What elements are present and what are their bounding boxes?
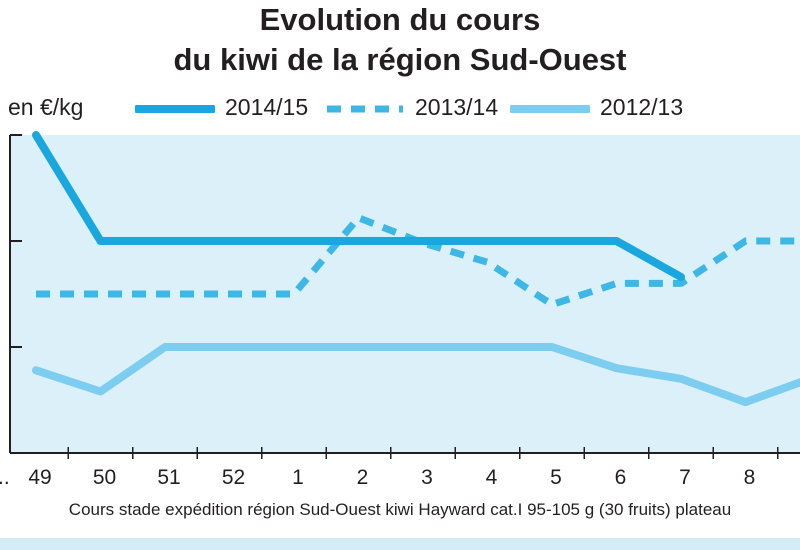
x-tick-label-fragment: ..: [0, 466, 10, 489]
legend-swatch-2012-13: [510, 105, 590, 113]
x-tick-label: 6: [615, 466, 627, 489]
x-tick-label: 51: [157, 466, 180, 489]
x-tick-label: 8: [744, 466, 756, 489]
x-tick-label: 50: [93, 466, 116, 489]
legend-label-2014-15: 2014/15: [225, 94, 309, 120]
x-tick-label: 2: [357, 466, 369, 489]
x-tick-label: 1: [292, 466, 304, 489]
y-axis-unit-label: en €/kg: [8, 94, 84, 120]
chart-title: Evolution du cours du kiwi de la région …: [0, 0, 800, 80]
chart-source-note: Cours stade expédition région Sud-Ouest …: [68, 500, 732, 519]
chart-legend: 2014/15 2013/14 2012/13: [0, 92, 800, 126]
bottom-band: [0, 538, 800, 550]
legend-swatch-2014-15: [135, 105, 215, 113]
x-tick-label: 4: [486, 466, 498, 489]
plot-area: [10, 135, 800, 453]
x-tick-label: 49: [28, 466, 51, 489]
x-tick-label: 52: [222, 466, 245, 489]
x-tick-label: 5: [550, 466, 562, 489]
x-tick-label: 7: [679, 466, 691, 489]
chart-title-line-1: Evolution du cours: [259, 2, 541, 37]
series-line-2013-14: [36, 214, 800, 309]
legend-label-2012-13: 2012/13: [600, 94, 684, 120]
series-line-2012-13: [32, 343, 800, 407]
x-tick-label: 3: [421, 466, 433, 489]
series-line-2014-15: [32, 131, 685, 281]
legend-swatch-2013-14: [327, 105, 403, 113]
legend-label-2013-14: 2013/14: [415, 94, 499, 120]
chart-title-line-2: du kiwi de la région Sud-Ouest: [173, 42, 627, 77]
